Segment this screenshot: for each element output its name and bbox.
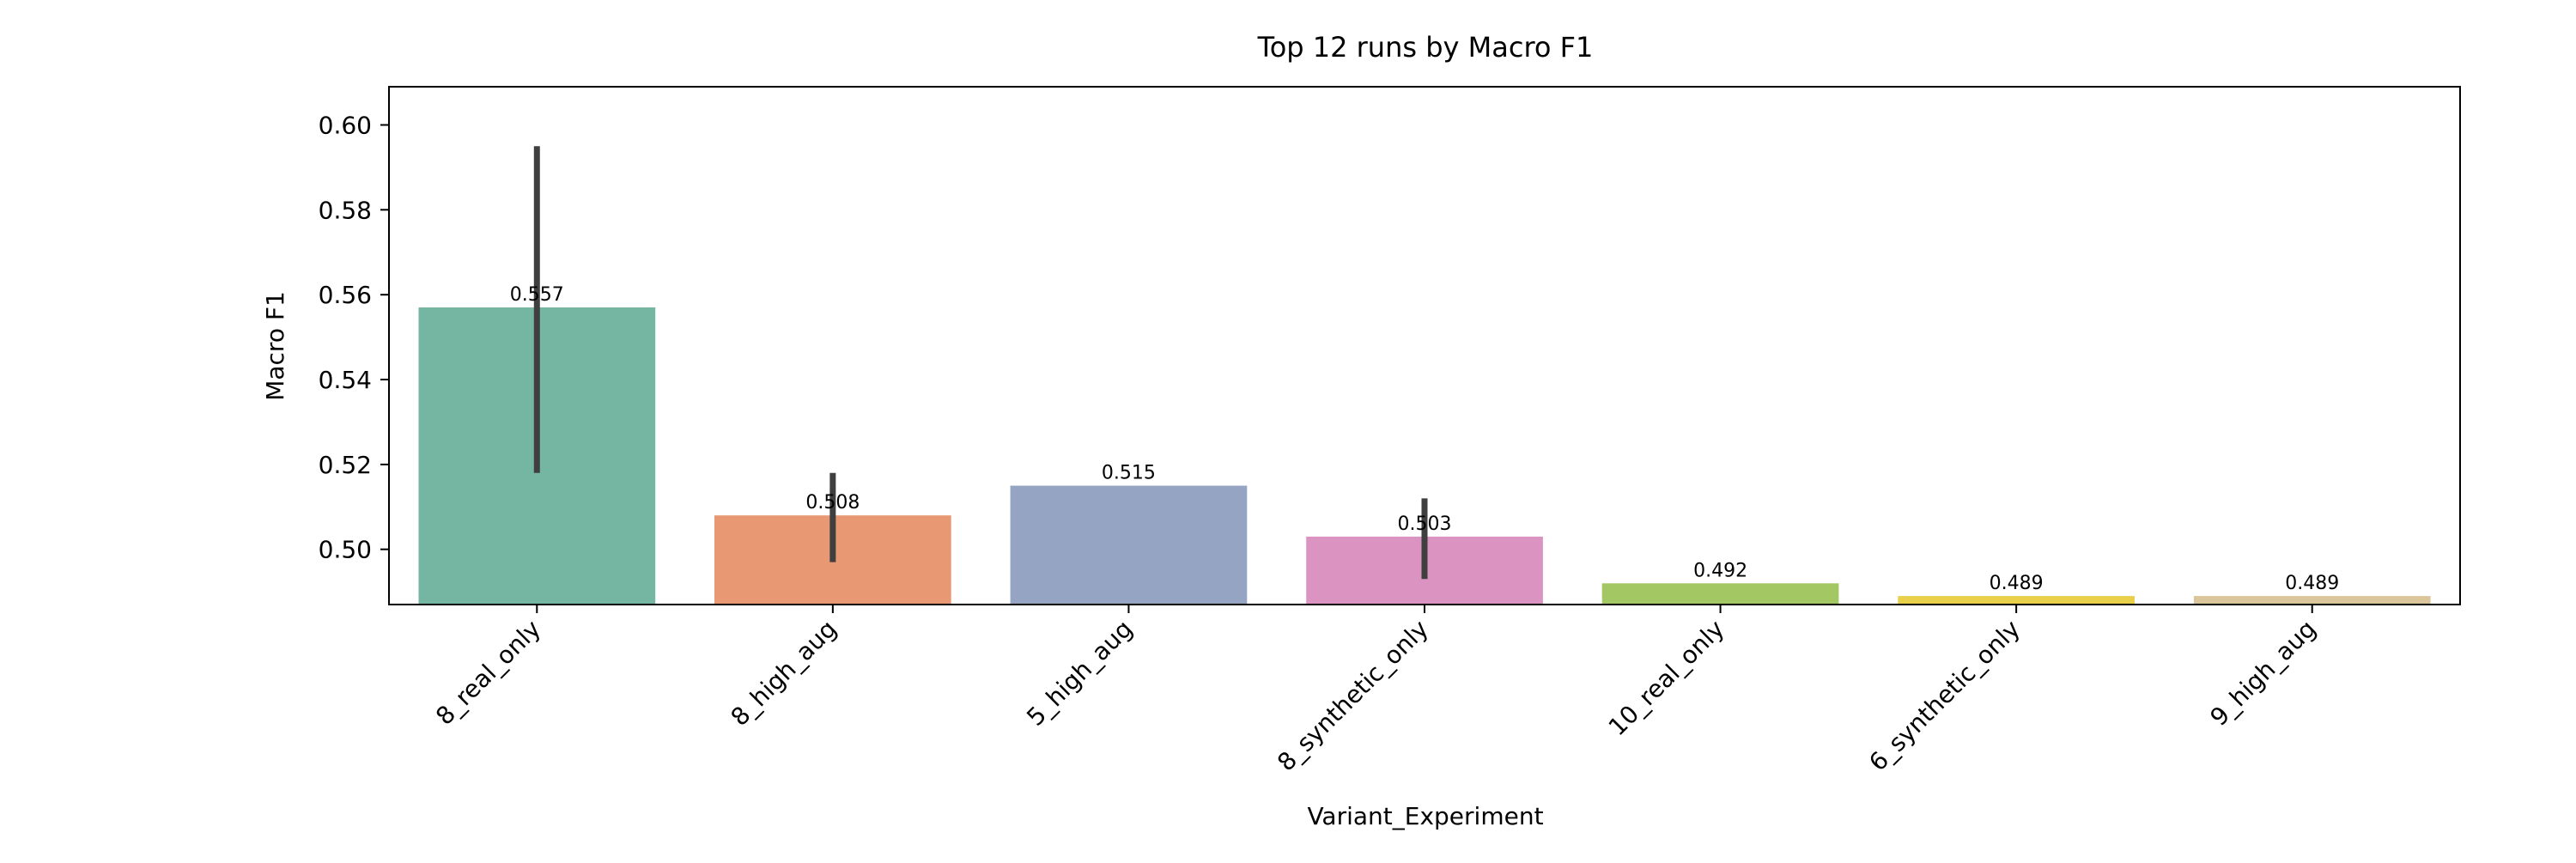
bar-9_high_aug — [2193, 596, 2431, 605]
x-tick-label: 8_real_only — [430, 615, 546, 731]
x-axis-ticks: 8_real_only 8_high_aug 5_high_aug 8_synthet… — [430, 605, 2322, 776]
bar-value-label: 0.503 — [1398, 514, 1452, 535]
y-tick-label: 0.50 — [319, 536, 372, 564]
y-tick-label: 0.58 — [319, 196, 372, 224]
y-tick-label: 0.56 — [319, 281, 372, 309]
y-tick-label: 0.54 — [319, 366, 372, 394]
y-tick-label: 0.60 — [319, 112, 372, 140]
bar-labels-group: 0.557 0.508 0.515 0.503 0.492 0.489 0.489 — [510, 284, 2339, 594]
bar-value-label: 0.515 — [1102, 463, 1156, 484]
y-axis-ticks: 0.50 0.52 0.54 0.56 0.58 0.60 — [319, 112, 389, 564]
bar-value-label: 0.508 — [805, 492, 860, 514]
bar-value-label: 0.489 — [1990, 573, 2044, 594]
x-tick-label: 8_high_aug — [726, 615, 842, 732]
y-tick-label: 0.52 — [319, 451, 372, 479]
y-axis-label: Macro F1 — [261, 291, 289, 401]
bar-value-label: 0.492 — [1693, 560, 1747, 581]
bar-value-label: 0.489 — [2285, 573, 2339, 594]
x-tick-label: 9_high_aug — [2205, 615, 2322, 732]
x-tick-label: 8_synthetic_only — [1272, 615, 1434, 777]
bar-10_real_only — [1601, 583, 1839, 605]
x-tick-label: 6_synthetic_only — [1863, 615, 2026, 777]
x-axis-label: Variant_Experiment — [1307, 802, 1543, 830]
bar-6_synthetic_only — [1898, 596, 2135, 605]
x-tick-label: 10_real_only — [1603, 615, 1730, 742]
x-tick-label: 5_high_aug — [1021, 615, 1138, 732]
bar-5_high_aug — [1010, 485, 1248, 605]
chart-title: Top 12 runs by Macro F1 — [1257, 31, 1594, 64]
error-bars-group — [533, 146, 1428, 580]
bar-value-label: 0.557 — [510, 284, 564, 306]
